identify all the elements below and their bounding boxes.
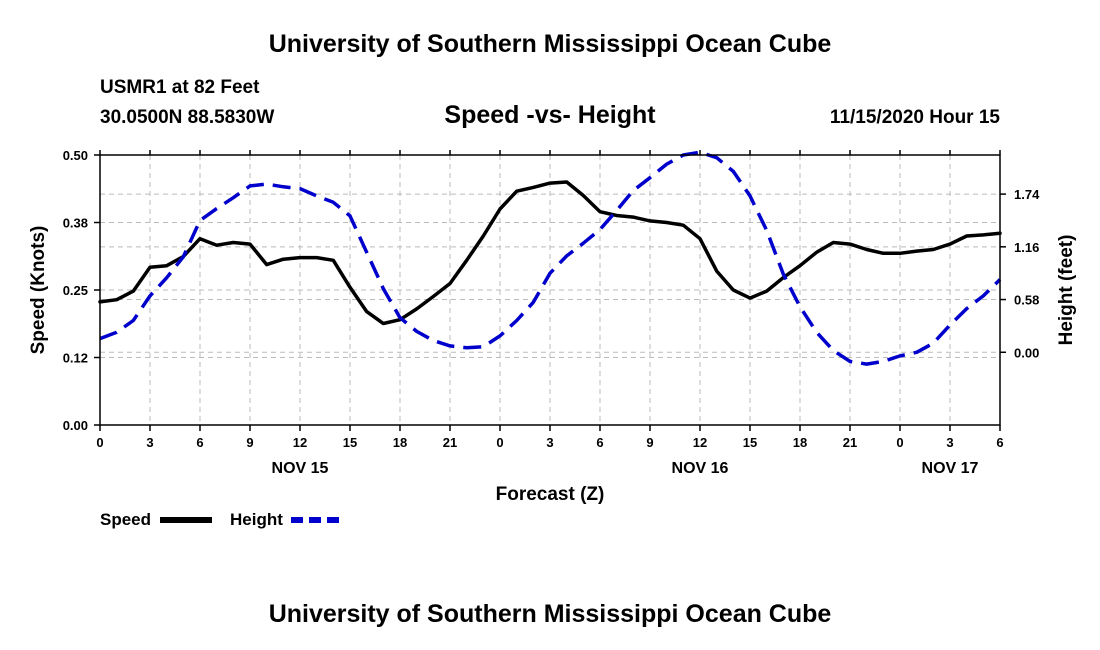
date-label: NOV 15 [272,460,329,477]
y-tick-label: 0.38 [63,216,88,231]
x-tick-label: 3 [546,435,553,450]
y-axis-label: Speed (Knots) [28,226,49,355]
x-tick-label: 6 [196,435,203,450]
legend: Speed Height [100,510,343,529]
x-tick-label: 0 [496,435,503,450]
x-tick-label: 15 [743,435,757,450]
footer-title: University of Southern Mississippi Ocean… [268,600,832,628]
y2-tick-label: 0.58 [1014,293,1039,308]
series-line-height [99,150,1002,366]
date-label: NOV 16 [672,460,729,477]
date-label: NOV 17 [922,460,979,477]
y2-tick-label: 1.74 [1014,187,1040,202]
x-tick-label: 0 [896,435,903,450]
y-tick-label: 0.12 [63,351,88,366]
x-tick-label: 9 [646,435,653,450]
page-title: University of Southern Mississippi Ocean… [268,30,832,58]
x-tick-label: 21 [843,435,857,450]
x-tick-label: 0 [96,435,103,450]
chart-subtitle: Speed -vs- Height [444,101,656,129]
legend-speed-label: Speed [100,510,151,529]
x-tick-label: 18 [793,435,807,450]
x-tick-label: 6 [996,435,1003,450]
x-tick-label: 21 [443,435,457,450]
forecast-datetime: 11/15/2020 Hour 15 [829,107,1000,128]
x-tick-label: 12 [693,435,707,450]
x-tick-label: 3 [946,435,953,450]
y2-tick-label: 1.16 [1014,240,1039,255]
y-tick-label: 0.00 [63,418,88,433]
x-axis-label: Forecast (Z) [496,484,605,505]
y2-axis-label: Height (feet) [1056,235,1077,346]
x-tick-label: 3 [146,435,153,450]
x-tick-label: 12 [293,435,307,450]
x-tick-label: 6 [596,435,603,450]
station-coordinates: 30.0500N 88.5830W [100,107,275,128]
series-line-speed [98,180,1002,326]
y-tick-label: 0.25 [63,283,88,298]
x-tick-label: 18 [393,435,407,450]
y-tick-label: 0.50 [63,148,88,163]
plot-frame [99,154,1001,426]
x-tick-label: 15 [343,435,357,450]
legend-height-label: Height [230,510,283,529]
x-tick-label: 9 [246,435,253,450]
station-label: USMR1 at 82 Feet [100,77,260,98]
y2-tick-label: 0.00 [1014,345,1039,360]
